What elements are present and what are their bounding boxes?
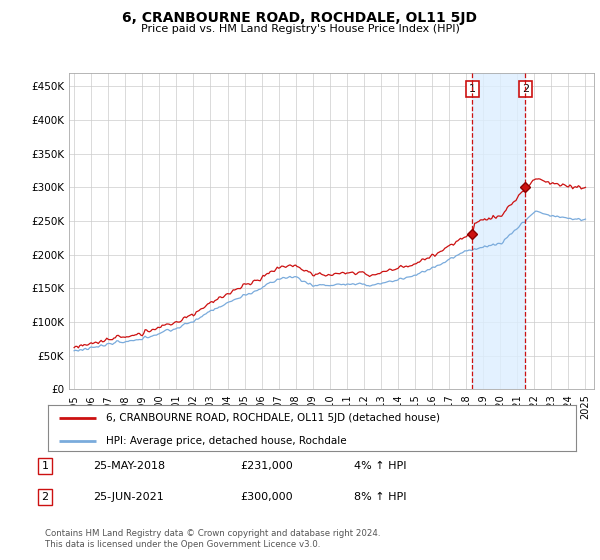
Text: Price paid vs. HM Land Registry's House Price Index (HPI): Price paid vs. HM Land Registry's House … — [140, 24, 460, 34]
Text: 6, CRANBOURNE ROAD, ROCHDALE, OL11 5JD (detached house): 6, CRANBOURNE ROAD, ROCHDALE, OL11 5JD (… — [106, 413, 440, 423]
Text: 2: 2 — [41, 492, 49, 502]
Text: 8% ↑ HPI: 8% ↑ HPI — [354, 492, 407, 502]
Text: 6, CRANBOURNE ROAD, ROCHDALE, OL11 5JD: 6, CRANBOURNE ROAD, ROCHDALE, OL11 5JD — [122, 11, 478, 25]
Text: 2: 2 — [522, 84, 529, 94]
Text: 1: 1 — [469, 84, 476, 94]
Text: £300,000: £300,000 — [240, 492, 293, 502]
Text: 25-MAY-2018: 25-MAY-2018 — [93, 461, 165, 471]
Text: 4% ↑ HPI: 4% ↑ HPI — [354, 461, 407, 471]
Bar — [472, 73, 526, 389]
Text: Contains HM Land Registry data © Crown copyright and database right 2024.
This d: Contains HM Land Registry data © Crown c… — [45, 529, 380, 549]
Text: 1: 1 — [41, 461, 49, 471]
Text: £231,000: £231,000 — [240, 461, 293, 471]
Text: 25-JUN-2021: 25-JUN-2021 — [93, 492, 164, 502]
Text: HPI: Average price, detached house, Rochdale: HPI: Average price, detached house, Roch… — [106, 436, 347, 446]
